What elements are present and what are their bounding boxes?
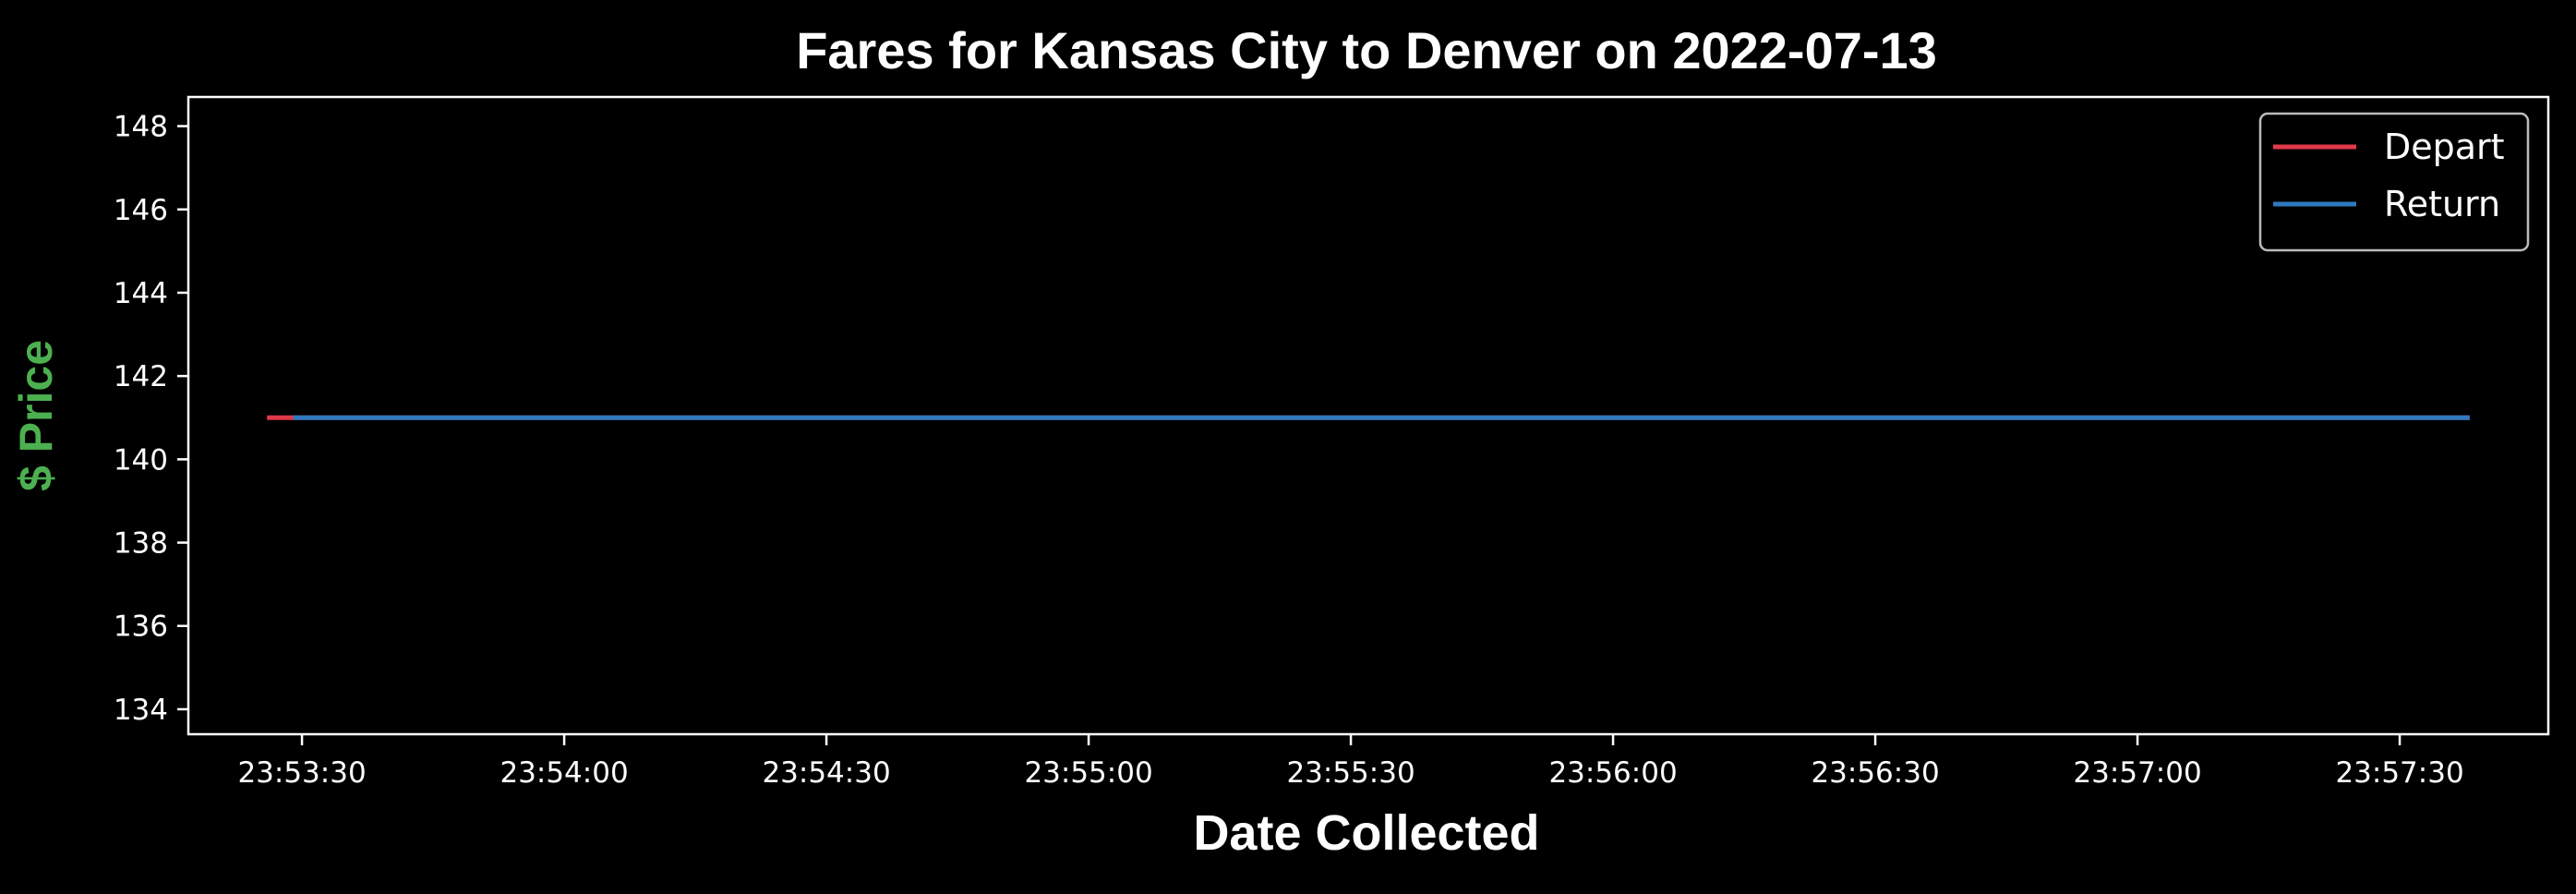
- legend-label-depart: Depart: [2384, 127, 2505, 167]
- y-tick-label: 144: [114, 277, 168, 310]
- x-tick-label: 23:57:00: [2073, 756, 2201, 790]
- y-tick-label: 142: [114, 360, 168, 393]
- y-axis-label: $ Price: [10, 340, 62, 491]
- x-tick-label: 23:55:30: [1286, 756, 1414, 790]
- legend-label-return: Return: [2384, 184, 2500, 224]
- y-tick-label: 136: [114, 610, 168, 644]
- x-tick-label: 23:56:30: [1811, 756, 1939, 790]
- x-tick-label: 23:53:30: [237, 756, 366, 790]
- x-axis-label: Date Collected: [1193, 805, 1539, 861]
- plot-area: [187, 95, 2550, 736]
- x-tick-label: 23:54:30: [762, 756, 890, 790]
- legend: Depart Return: [2258, 112, 2530, 252]
- x-tick-label: 23:57:30: [2335, 756, 2463, 790]
- chart-title: Fares for Kansas City to Denver on 2022-…: [796, 21, 1937, 79]
- y-tick-label: 134: [114, 694, 168, 727]
- x-ticks: 23:53:30 23:54:00 23:54:30 23:55:00 23:55:30…: [237, 734, 2464, 790]
- y-tick-label: 140: [114, 443, 168, 477]
- y-tick-label: 138: [114, 527, 168, 561]
- y-tick-label: 148: [114, 111, 168, 144]
- y-ticks: 134 136 138 140 142 144 146 148: [114, 111, 188, 727]
- y-tick-label: 146: [114, 194, 168, 227]
- x-tick-label: 23:55:00: [1024, 756, 1152, 790]
- x-tick-label: 23:54:00: [500, 756, 628, 790]
- x-tick-label: 23:56:00: [1548, 756, 1677, 790]
